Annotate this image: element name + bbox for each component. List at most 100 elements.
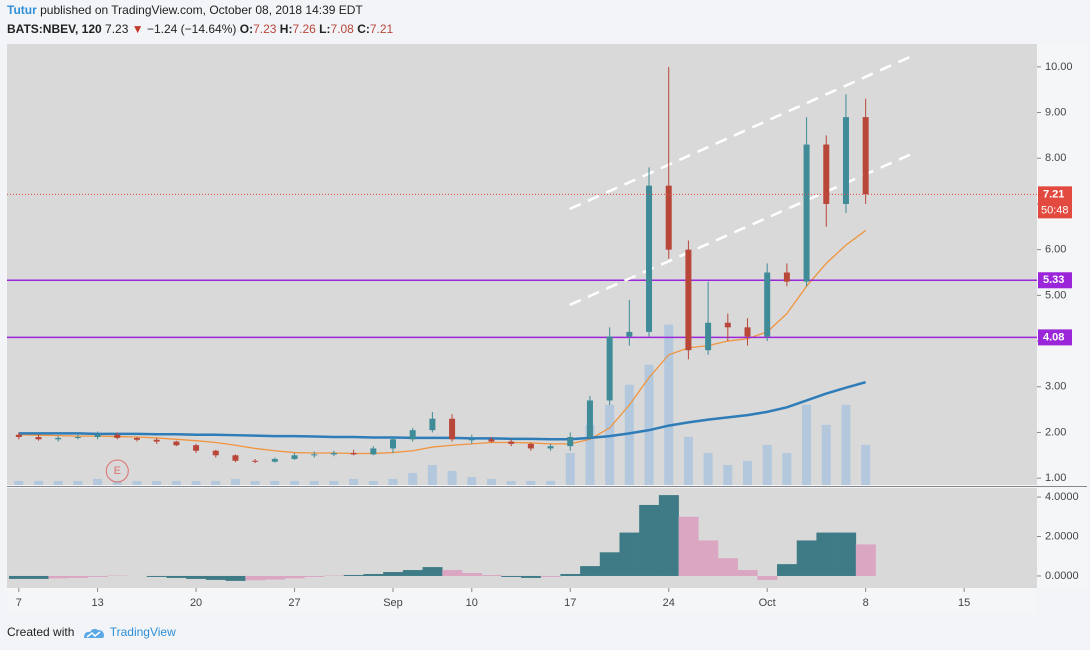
volume-bar: [506, 480, 516, 485]
y-tick-label: 3.00: [1045, 381, 1066, 393]
macd-bar: [205, 575, 226, 580]
volume-bar: [93, 478, 103, 485]
y-tick-label: 2.0000: [1045, 530, 1079, 542]
macd-bar: [521, 575, 542, 578]
price-tag: [1038, 329, 1072, 346]
x-tick-label: 8: [863, 597, 869, 609]
candle-body: [271, 458, 278, 462]
x-tick-label: 10: [466, 597, 478, 609]
macd-bar: [816, 532, 837, 576]
macd-bar: [8, 575, 29, 579]
macd-bar: [619, 532, 640, 576]
macd-bar: [639, 504, 660, 576]
candle-body: [74, 437, 81, 439]
candle-body: [330, 453, 337, 455]
y-tick-label: 4.0000: [1045, 491, 1079, 503]
candle-body: [488, 439, 495, 442]
y-tick-label: 8.00: [1045, 152, 1066, 164]
volume-bar: [270, 480, 280, 485]
macd-bar: [737, 570, 758, 576]
macd-bar: [383, 572, 404, 576]
c-label: C:: [357, 22, 370, 36]
macd-bar: [402, 570, 423, 576]
volume-bar: [73, 480, 83, 485]
moving-average: [18, 229, 867, 455]
macd-bar: [68, 575, 89, 578]
macd-pane: [7, 488, 1037, 588]
macd-bar: [796, 540, 817, 576]
macd-bar: [501, 575, 522, 577]
macd-bar: [343, 574, 364, 576]
c: 7.21: [369, 22, 394, 36]
h-label: H:: [279, 22, 293, 36]
macd-bar: [304, 575, 325, 577]
candle-body: [193, 445, 200, 451]
volume-bar: [644, 364, 654, 485]
brand[interactable]: TradingView: [109, 625, 176, 639]
o-label: O:: [239, 22, 254, 36]
candle-body: [527, 443, 534, 449]
volume-bar: [546, 480, 556, 485]
y-tick-label: 0.0000: [1045, 570, 1079, 582]
x-tick-label: 24: [663, 597, 675, 609]
volume-bar: [841, 404, 851, 485]
macd-bar: [146, 575, 167, 577]
volume-bar: [683, 436, 693, 485]
candle-body: [468, 439, 475, 441]
x-tick-label: 17: [564, 597, 576, 609]
candle-body: [390, 439, 397, 449]
y-tick-label: 2.00: [1045, 426, 1066, 438]
volume-bar: [526, 480, 536, 485]
publish-line: Tutur published on TradingView.com, Octo…: [7, 3, 363, 17]
channel-line: [569, 52, 917, 211]
candle-body: [646, 185, 653, 332]
volume-bar: [211, 480, 221, 485]
macd-bar: [48, 575, 69, 579]
macd-bar: [777, 564, 798, 576]
candle-body: [803, 144, 810, 282]
macd-bar: [284, 575, 305, 579]
candle-body: [724, 322, 731, 328]
volume-bar: [467, 476, 477, 485]
volume-bar: [802, 404, 812, 485]
x-tick-label: 15: [958, 597, 970, 609]
candle-body: [252, 460, 259, 462]
macd-bar: [580, 566, 601, 576]
volume-bar: [368, 480, 378, 485]
candle-body: [370, 448, 377, 455]
macd-bar: [422, 567, 443, 576]
candle-body: [449, 418, 456, 440]
candle-body: [547, 446, 554, 449]
last: 7.23: [105, 22, 129, 36]
volume-bar: [132, 480, 142, 485]
candle-body: [409, 430, 416, 440]
candle-body: [311, 454, 318, 456]
volume-bar: [762, 444, 772, 485]
current-price-label: 7.21: [1043, 188, 1064, 200]
volume-bar: [782, 452, 792, 485]
macd-bar: [836, 532, 857, 576]
earnings-marker: [105, 459, 129, 483]
candle-body: [114, 434, 121, 438]
y-tick-label: 5.00: [1045, 289, 1066, 301]
candle-body: [606, 336, 613, 401]
time-axis: [7, 588, 1037, 614]
volume-bar: [171, 480, 181, 485]
volume-bar: [585, 424, 595, 485]
price-tag: [1038, 272, 1072, 289]
price-tag-label: 4.08: [1043, 331, 1064, 343]
macd-bar: [186, 575, 207, 579]
macd-bar: [855, 544, 876, 576]
candle-body: [94, 434, 101, 438]
x-tick-label: 13: [91, 597, 103, 609]
macd-bar: [481, 574, 502, 576]
y-tick-label: 10.00: [1045, 61, 1073, 73]
author[interactable]: Tutur: [7, 3, 37, 17]
l-label: L:: [319, 22, 331, 36]
macd-bar: [560, 573, 581, 576]
macd-bar: [166, 575, 187, 578]
channel-line: [569, 150, 917, 307]
candle-body: [567, 437, 574, 447]
candle-body: [212, 450, 219, 456]
